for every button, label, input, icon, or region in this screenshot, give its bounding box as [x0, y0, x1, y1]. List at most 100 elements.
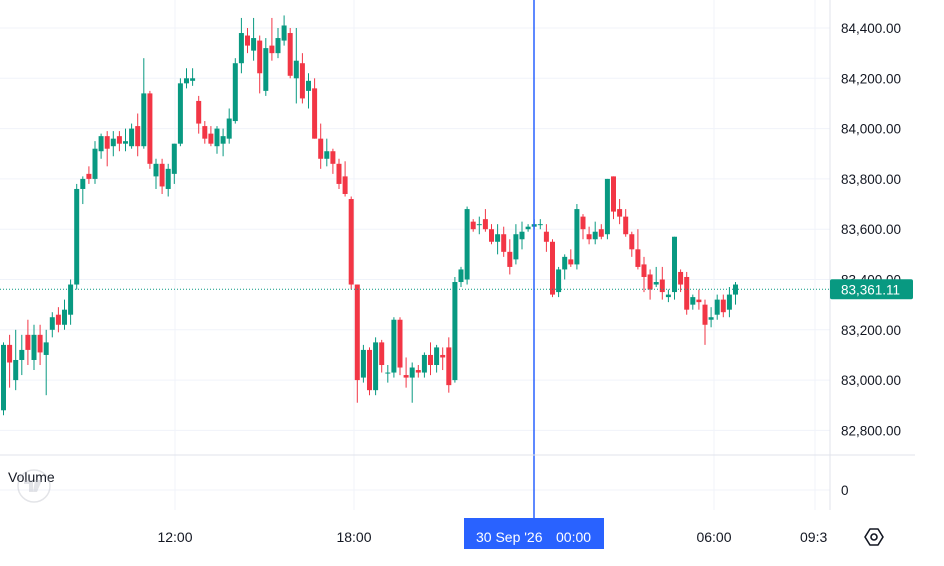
candle-body — [263, 48, 269, 91]
candle-body — [348, 199, 354, 285]
candle — [360, 344, 366, 383]
candle — [409, 362, 415, 403]
candle — [733, 282, 738, 305]
candle — [470, 219, 476, 232]
last-price-value: 83,361.11 — [841, 282, 900, 297]
candle-body — [13, 359, 19, 381]
candle-body — [208, 133, 214, 144]
candle — [647, 269, 653, 300]
candle — [116, 131, 122, 152]
candle — [464, 206, 470, 285]
candle — [513, 224, 519, 265]
tradingview-logo-icon — [17, 469, 51, 503]
candle — [312, 78, 318, 139]
candle — [592, 221, 598, 245]
candle-body — [318, 138, 324, 159]
candle — [190, 68, 196, 86]
candle-body — [428, 354, 433, 366]
candle-body — [604, 178, 610, 235]
candle-body — [537, 224, 543, 226]
candle-body — [245, 35, 250, 46]
candle-body — [513, 234, 519, 260]
price-axis-label: 84,400.00 — [841, 21, 901, 36]
candle-body — [299, 63, 305, 99]
candle — [690, 294, 696, 310]
candle-body — [342, 176, 348, 194]
candle-body — [98, 136, 104, 152]
candle — [714, 294, 720, 320]
candle — [525, 224, 531, 232]
candle-body — [281, 25, 287, 41]
candle-body — [672, 236, 677, 293]
candle-body — [257, 40, 263, 74]
candle-body — [647, 274, 653, 290]
candle — [659, 266, 665, 300]
candle-body — [525, 226, 531, 230]
candle-body — [635, 249, 641, 267]
candle-body — [556, 269, 562, 293]
candle — [123, 128, 128, 152]
candle-body — [653, 282, 659, 285]
candle-body — [726, 294, 732, 310]
candle — [428, 342, 433, 376]
candle-body — [489, 229, 494, 242]
candle-body — [434, 347, 440, 366]
price-axis-label: 84,000.00 — [841, 122, 901, 137]
candle — [598, 224, 604, 240]
candle-body — [574, 209, 580, 265]
candle — [104, 131, 110, 167]
candle — [397, 317, 403, 376]
candle-body — [373, 342, 379, 391]
price-axis[interactable]: 84,400.00 84,200.00 84,000.00 83,800.00 83,6… — [841, 21, 901, 438]
candle-body — [190, 78, 196, 81]
candle-body — [159, 163, 165, 187]
price-axis-label: 83,600.00 — [841, 222, 901, 237]
candle — [55, 307, 61, 333]
candle — [31, 324, 37, 371]
candle-body — [482, 219, 488, 230]
candle — [556, 266, 562, 298]
candle — [348, 196, 354, 290]
price-axis-label: 83,800.00 — [841, 172, 901, 187]
candle-body — [421, 354, 427, 373]
candle-body — [354, 284, 360, 381]
candle-body — [31, 334, 37, 360]
candle-body — [184, 78, 189, 84]
candle — [43, 329, 49, 396]
time-axis[interactable]: 12:00 18:00 06:00 09:3 — [157, 529, 827, 545]
candle — [62, 299, 67, 330]
candle — [562, 254, 568, 280]
candle-body — [458, 269, 464, 283]
candle-body — [141, 93, 147, 147]
candle-body — [617, 209, 623, 217]
candle-body — [275, 38, 281, 54]
candle-body — [116, 136, 122, 144]
candle — [665, 289, 671, 303]
candle-body — [312, 88, 318, 139]
candle — [49, 312, 55, 338]
settings-gear-icon[interactable] — [862, 525, 886, 549]
candle-body — [165, 168, 171, 189]
candle-body — [232, 63, 238, 122]
candle — [92, 141, 98, 184]
candle-body — [269, 45, 275, 54]
grid — [0, 0, 831, 510]
candle-body — [171, 143, 177, 174]
candle — [287, 28, 293, 79]
candle-body — [464, 209, 470, 280]
candle-body — [568, 259, 574, 265]
candle-body — [80, 178, 86, 189]
crosshair-time-badge: 30 Sep '26 00:00 — [464, 518, 604, 549]
candle-body — [306, 80, 311, 91]
candle-body — [623, 216, 629, 235]
candle — [458, 266, 464, 288]
candle-body — [519, 231, 525, 240]
candle — [726, 287, 732, 318]
candle-body — [397, 319, 403, 368]
candle — [74, 183, 80, 290]
candle — [184, 68, 189, 89]
candle — [177, 78, 183, 147]
candle-body — [49, 317, 55, 330]
